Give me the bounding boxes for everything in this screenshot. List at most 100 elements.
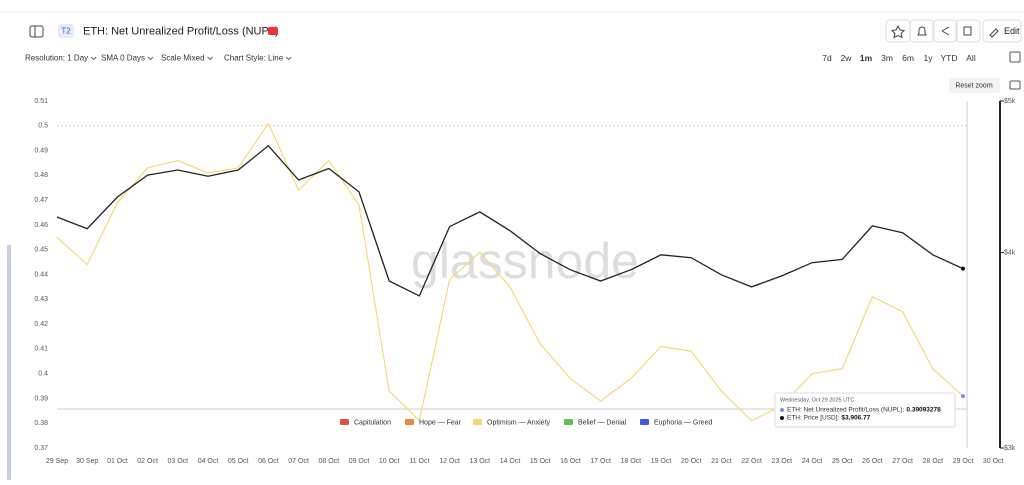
reset-zoom-button[interactable] [949, 78, 1000, 93]
series-line [56, 122, 964, 422]
legend-swatch [473, 419, 482, 425]
x-tick-label: 21 Oct [711, 458, 732, 465]
copy-button[interactable] [955, 19, 981, 43]
range-button[interactable]: 7d [822, 53, 832, 63]
controls: Resolution: 1 Day SMA 0 Days Scale Mixed Ch… [25, 53, 976, 63]
y-tick-label: 0.47 [34, 197, 48, 204]
sidebar-toggle[interactable] [29, 25, 44, 38]
y-tick-label: 0.5 [38, 123, 48, 130]
range-button[interactable]: 1y [924, 53, 934, 63]
x-tick-label: 01 Oct [107, 458, 128, 465]
x-tick-label: 05 Oct [228, 458, 249, 465]
y-tick-label: 0.37 [34, 445, 48, 452]
x-tick-label: 17 Oct [590, 458, 611, 465]
camera-icon[interactable] [1009, 80, 1021, 90]
legend-label: Hope — Fear [419, 419, 462, 426]
x-tick-label: 29 Sep [46, 458, 68, 465]
y-tick-label: 0.42 [34, 321, 48, 328]
x-tick-label: 28 Oct [922, 458, 943, 465]
youtube-icon[interactable] [268, 27, 278, 35]
tooltip-date: Wednesday, Oct 29 2025 UTC [780, 397, 854, 403]
tooltip-value: $3,906.77 [841, 415, 870, 422]
control-dropdown[interactable]: Resolution: 1 Day [25, 54, 88, 63]
range-button[interactable]: 1m [860, 53, 873, 63]
y2-tick-label: $5k [1004, 98, 1016, 105]
hover-marker [961, 266, 965, 271]
star-icon [890, 24, 906, 39]
edit-button[interactable] [982, 19, 1022, 43]
control-dropdown[interactable]: Scale Mixed [161, 54, 205, 63]
x-tick-label: 07 Oct [288, 458, 309, 465]
y2-tick-label: $3k [1004, 445, 1016, 452]
x-tick-label: 20 Oct [681, 458, 702, 465]
reset-zoom: Reset zoom [955, 82, 993, 89]
y-tick-label: 0.48 [34, 172, 48, 179]
bell-button[interactable] [909, 19, 935, 43]
legend-swatch [340, 419, 349, 425]
chart-title: ETH: Net Unrealized Profit/Loss (NUPL) [83, 25, 279, 37]
x-tick-label: 10 Oct [379, 458, 400, 465]
x-tick-label: 30 Oct [983, 458, 1004, 465]
badge-bg [58, 24, 74, 38]
x-tick-label: 11 Oct [409, 458, 429, 465]
plot: 0.37 0.38 0.39 0.4 0.41 0.42 0.43 0.44 0.45 0.46 0… [34, 98, 1015, 465]
tooltip-value: 0.39093278 [906, 407, 941, 414]
x-tick-label: 08 Oct [318, 458, 339, 465]
x-tick-label: 29 Oct [953, 458, 974, 465]
y-tick-label: 0.45 [34, 247, 48, 254]
dropdown-arrow [207, 56, 213, 61]
tooltip: Wednesday, Oct 29 2025 UTC ETH: Net Unre… [774, 392, 956, 428]
x-tick-label: 09 Oct [349, 458, 370, 465]
dropdown-arrow [285, 56, 292, 61]
y-tick-label: 0.46 [34, 222, 48, 229]
control-dropdown[interactable]: Chart Style: Line [224, 54, 284, 63]
y-tick-label: 0.43 [34, 296, 48, 303]
series-line [56, 144, 964, 297]
legend-label: Capitulation [354, 419, 391, 426]
x-tick-label: 02 Oct [137, 458, 158, 465]
hover-marker [961, 394, 965, 399]
star-button[interactable] [885, 19, 911, 43]
x-tick-label: 26 Oct [862, 458, 883, 465]
legend-label: Belief — Denial [578, 419, 627, 426]
tooltip-box [774, 392, 956, 428]
dropdown-arrow [90, 56, 97, 61]
legend-label: Euphoria — Greed [654, 419, 712, 426]
calendar-icon[interactable] [1009, 51, 1021, 63]
y-tick-label: 0.49 [34, 147, 48, 154]
x-tick-label: 16 Oct [560, 458, 581, 465]
x-tick-label: 14 Oct [500, 458, 521, 465]
x-tick-label: 04 Oct [198, 458, 219, 465]
bell-icon [917, 26, 927, 36]
control-dropdown[interactable]: SMA 0 Days [101, 54, 145, 63]
tooltip-label: ETH: Net Unrealized Profit/Loss (NUPL): [787, 407, 905, 414]
y2-tick-label: $4k [1004, 249, 1016, 256]
x-tick-label: 15 Oct [530, 458, 551, 465]
legend-label: Optimism — Anxiety [487, 419, 551, 426]
x-tick-label: 22 Oct [741, 458, 762, 465]
x-tick-label: 19 Oct [651, 458, 672, 465]
y-tick-label: 0.39 [34, 395, 48, 402]
side-scrollbar [7, 245, 11, 480]
x-tick-label: 12 Oct [439, 458, 460, 465]
badge: T2 [61, 27, 71, 36]
y-tick-label: 0.38 [34, 420, 48, 427]
range-button[interactable]: 2w [841, 53, 853, 63]
x-tick-label: 03 Oct [167, 458, 188, 465]
tooltip-label: ETH: Price [USD]: [787, 415, 840, 422]
edit-label: Edit [1004, 26, 1020, 36]
share-button[interactable] [932, 19, 958, 43]
dropdown-arrow [147, 56, 154, 61]
edit-icon [989, 28, 999, 38]
range-button[interactable]: All [966, 53, 976, 63]
y-tick-label: 0.44 [34, 271, 48, 278]
range-button[interactable]: 3m [881, 53, 893, 63]
range-button[interactable]: YTD [941, 53, 958, 63]
y-tick-label: 0.51 [34, 98, 48, 105]
range-button[interactable]: 6m [902, 53, 914, 63]
y-tick-label: 0.4 [38, 370, 48, 377]
x-tick-label: 30 Sep [76, 458, 98, 465]
x-tick-label: 25 Oct [832, 458, 853, 465]
legend-swatch [564, 419, 573, 425]
